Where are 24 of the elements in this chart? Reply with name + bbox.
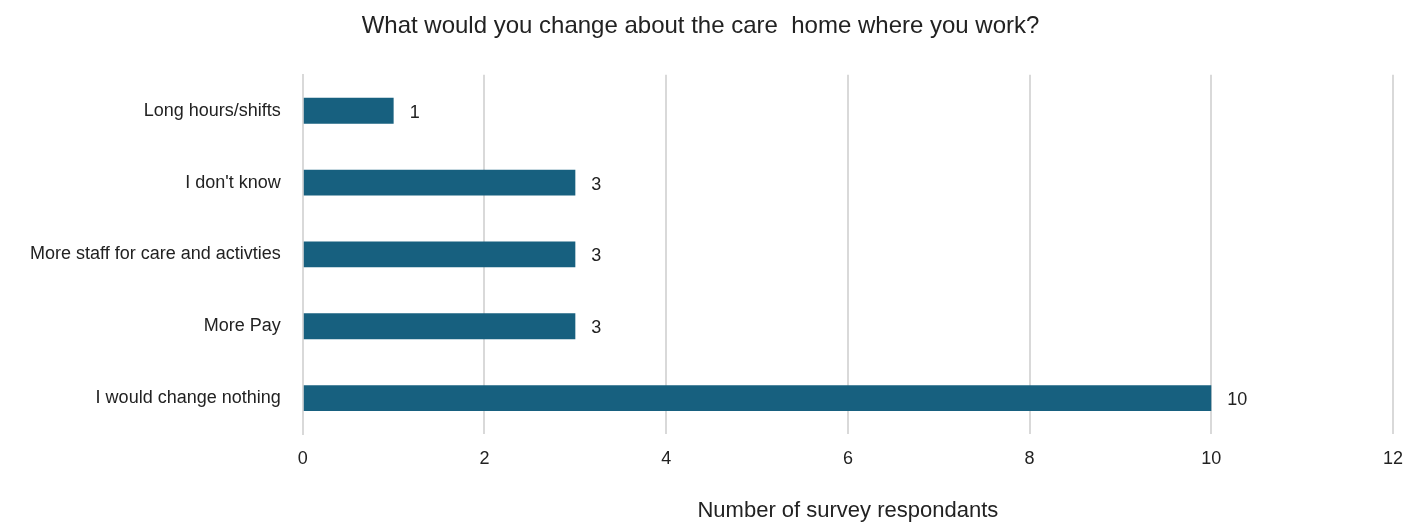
bar <box>303 169 576 196</box>
bar <box>303 385 1212 412</box>
data-label: 1 <box>409 101 420 122</box>
data-label: 3 <box>591 245 602 266</box>
y-tick-label: More Pay <box>203 315 281 336</box>
y-tick-label: Long hours/shifts <box>143 99 281 120</box>
y-tick-label: I would change nothing <box>95 387 281 408</box>
bar <box>303 97 394 124</box>
x-tick-label: 12 <box>1382 447 1404 468</box>
data-label: 10 <box>1227 389 1248 410</box>
data-label: 3 <box>591 173 602 194</box>
chart-title: What would you change about the care home where you work? <box>361 11 1040 39</box>
x-tick-label: 4 <box>661 447 672 468</box>
data-label: 3 <box>591 317 602 338</box>
y-tick-label: More staff for care and activties <box>30 243 281 264</box>
x-tick-label: 2 <box>479 447 490 468</box>
bar <box>303 313 576 340</box>
x-tick-label: 0 <box>297 447 308 468</box>
x-axis-title: Number of survey respondants <box>697 496 999 522</box>
y-tick-label: I don't know <box>185 171 282 192</box>
x-tick-label: 6 <box>842 447 853 468</box>
x-tick-label: 10 <box>1201 447 1222 468</box>
x-tick-label: 8 <box>1024 447 1035 468</box>
bar <box>303 241 576 268</box>
